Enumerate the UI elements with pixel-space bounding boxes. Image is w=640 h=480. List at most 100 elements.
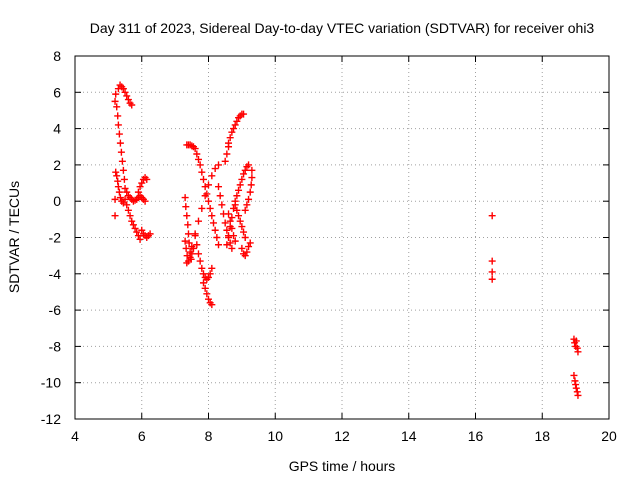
x-tick-label: 20 (601, 428, 617, 444)
data-point-plus (136, 235, 144, 243)
data-point-plus (123, 201, 131, 209)
data-point-plus (193, 150, 201, 158)
data-point-plus (134, 232, 142, 240)
data-point-plus (120, 175, 128, 183)
data-point-plus (119, 85, 127, 93)
data-point-plus (238, 175, 246, 183)
x-tick-label: 6 (138, 428, 146, 444)
data-point-plus (111, 212, 119, 220)
data-point-plus (116, 139, 124, 147)
data-point-plus (182, 244, 190, 252)
data-point-plus (198, 168, 206, 176)
y-tick-label: 2 (53, 157, 61, 173)
data-point-plus (245, 161, 253, 169)
data-point-plus (231, 121, 239, 129)
data-point-plus (233, 206, 241, 214)
axis-ticks: 4 6 8 10 12 14 16 18 20 -12 -10 -8 -6 -4 -2 0 2 4 6 8 (41, 48, 617, 444)
data-point-plus (188, 250, 196, 258)
y-tick-label: 8 (53, 48, 61, 64)
data-point-plus (205, 197, 212, 205)
data-point-plus (216, 192, 224, 200)
data-point-plus (205, 295, 212, 303)
data-point-plus (181, 237, 189, 245)
data-point-plus (114, 183, 122, 191)
data-point-plus (186, 253, 194, 261)
y-tick-label: -4 (49, 266, 62, 282)
data-point-plus (248, 166, 256, 174)
data-point-plus (181, 194, 189, 202)
data-point-plus (210, 219, 218, 227)
data-point-plus (117, 148, 125, 156)
data-point-plus (241, 206, 249, 214)
y-tick-label: -10 (41, 375, 61, 391)
data-point-plus (121, 195, 129, 203)
data-point-plus (574, 348, 582, 356)
data-point-plus (206, 270, 214, 278)
data-point-plus (201, 192, 209, 200)
x-tick-label: 18 (534, 428, 550, 444)
data-point-plus (221, 219, 229, 227)
data-point-plus (111, 195, 119, 203)
grid (75, 56, 609, 419)
data-point-plus (115, 188, 123, 196)
data-point-plus (146, 230, 154, 238)
data-point-plus (124, 206, 132, 214)
x-tick-label: 16 (468, 428, 484, 444)
data-point-plus (196, 161, 204, 169)
data-point-plus (134, 188, 142, 196)
x-tick-label: 14 (401, 428, 417, 444)
data-point-plus (488, 275, 496, 283)
data-point-plus (112, 168, 120, 176)
data-point-plus (121, 88, 129, 96)
data-point-plus (199, 175, 207, 183)
data-point-plus (228, 244, 236, 252)
y-tick-label: 4 (53, 121, 61, 137)
data-point-plus (226, 217, 234, 225)
data-point-plus (123, 92, 131, 100)
plot-border (74, 55, 610, 420)
y-tick-label: 6 (53, 84, 61, 100)
data-point-plus (241, 166, 249, 174)
data-point-plus (118, 157, 126, 165)
data-point-plus (208, 172, 216, 180)
data-point-plus (240, 170, 248, 178)
data-point-plus (211, 226, 219, 234)
data-point-plus (230, 125, 238, 133)
x-tick-label: 4 (71, 428, 79, 444)
x-axis-label: GPS time / hours (289, 458, 396, 474)
data-point-plus (191, 145, 199, 153)
y-tick-label: -2 (49, 230, 62, 246)
data-point-plus (236, 181, 244, 189)
data-point-plus (218, 201, 226, 209)
data-point-plus (182, 203, 190, 211)
data-point-plus (113, 103, 121, 111)
y-tick-label: -12 (41, 411, 61, 427)
data-point-plus (228, 224, 236, 232)
data-point-plus (141, 197, 149, 205)
data-point-plus (116, 194, 124, 202)
data-point-plus (184, 257, 192, 265)
data-point-plus (223, 241, 231, 249)
data-point-plus (188, 243, 196, 251)
data-point-plus (205, 273, 212, 281)
data-point-plus (226, 134, 234, 142)
data-point-plus (201, 284, 209, 292)
data-point-plus (228, 214, 236, 222)
y-axis-label: SDTVAR / TECUs (6, 181, 22, 293)
data-point-plus (488, 268, 496, 276)
data-point-plus (133, 228, 141, 236)
data-point-plus (138, 179, 146, 187)
data-point-plus (231, 237, 239, 245)
data-point-plus (138, 226, 146, 234)
data-point-plus (194, 155, 202, 163)
data-point-plus (233, 117, 241, 125)
data-point-plus (124, 96, 132, 104)
x-tick-label: 12 (334, 428, 350, 444)
data-point-plus (215, 183, 223, 191)
data-point-plus (199, 279, 207, 287)
data-point-plus (128, 101, 136, 109)
data-point-plus (231, 201, 239, 209)
data-point-plus (488, 212, 496, 220)
data-point-plus (191, 230, 199, 238)
data-point-plus (225, 210, 233, 218)
